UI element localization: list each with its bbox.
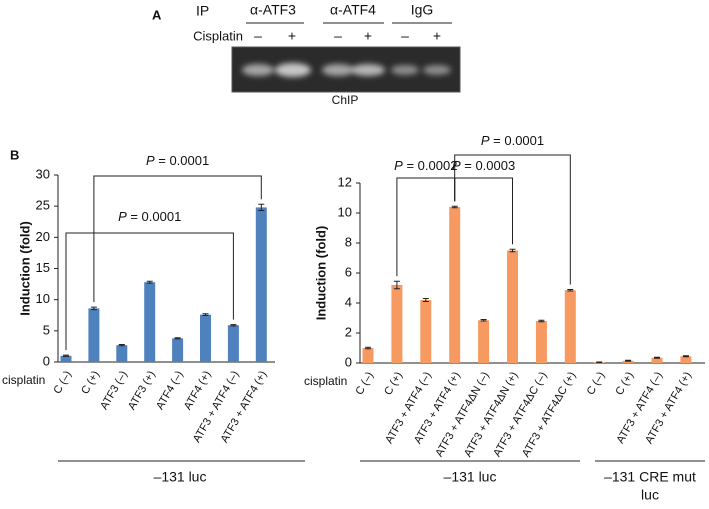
- y-axis-label: Induction (fold): [17, 221, 32, 316]
- x-tick-label: ATF3 + ATF4ΔC (+): [520, 370, 578, 459]
- ip-label: IP: [196, 3, 209, 19]
- bar: [172, 338, 184, 362]
- treatment: –: [401, 28, 409, 44]
- y-tick-label: 5: [43, 322, 50, 337]
- y-axis-label: Induction (fold): [313, 226, 328, 321]
- error-bar: [596, 361, 603, 364]
- y-tick-label: 0: [345, 354, 352, 369]
- x-tick-label: C (–): [51, 369, 74, 396]
- group-label: –131 luc: [154, 469, 207, 485]
- treatment: –: [334, 28, 342, 44]
- error-bar: [365, 346, 371, 350]
- x-tick-label: ATF3 + ATF4ΔC (–): [491, 370, 549, 459]
- error-bar: [654, 356, 660, 359]
- x-tick-label: ATF4 (–): [154, 369, 186, 412]
- bar: [88, 308, 100, 362]
- error-bar: [682, 355, 689, 358]
- bar: [564, 290, 576, 363]
- bar: [680, 356, 692, 363]
- panel-label: A: [152, 7, 162, 22]
- error-bar: [625, 359, 632, 362]
- row-label: cisplatin: [304, 374, 347, 388]
- y-tick-label: 25: [36, 198, 50, 213]
- x-tick-label: C (–): [353, 370, 376, 397]
- error-bar: [393, 280, 400, 290]
- gel-caption: ChIP: [332, 93, 359, 107]
- antibody-label: α-ATF4: [330, 2, 376, 18]
- y-tick-label: 10: [338, 204, 352, 219]
- p-value: P = 0.0003: [452, 158, 515, 173]
- error-bar: [202, 313, 209, 317]
- treatment: +: [288, 28, 296, 44]
- panel-label: B: [10, 147, 19, 162]
- bar: [391, 285, 403, 363]
- x-tick-label: ATF3 + ATF4ΔN (+): [462, 370, 520, 459]
- p-value: P = 0.0002: [394, 158, 457, 173]
- bar: [449, 207, 461, 363]
- error-bar: [567, 289, 574, 292]
- y-tick-label: 2: [345, 324, 352, 339]
- group-label: luc: [641, 487, 659, 503]
- p-value: P = 0.0001: [118, 209, 181, 224]
- error-bar: [174, 337, 181, 340]
- row-label: cisplatin: [2, 373, 45, 387]
- bar: [255, 207, 267, 362]
- error-bar: [63, 354, 69, 357]
- p-value: P = 0.0001: [146, 153, 209, 168]
- x-tick-label: C (+): [79, 369, 102, 396]
- bar: [200, 314, 211, 362]
- error-bar: [90, 306, 97, 311]
- treatment: +: [364, 28, 372, 44]
- bar: [420, 300, 432, 363]
- y-tick-label: 15: [36, 260, 50, 275]
- significance-bracket: [454, 177, 513, 245]
- bar: [60, 355, 72, 362]
- bar: [116, 345, 128, 362]
- error-bar: [258, 203, 265, 212]
- bar: [622, 360, 634, 363]
- treatment: –: [254, 28, 262, 44]
- treatment-label: Cisplatin: [193, 28, 243, 43]
- error-bar: [422, 298, 429, 302]
- y-tick-label: 10: [36, 291, 50, 306]
- significance-bracket: [454, 154, 571, 285]
- significance-bracket: [396, 177, 456, 277]
- significance-bracket: [65, 232, 234, 351]
- y-tick-label: 4: [345, 294, 352, 309]
- bar: [144, 282, 156, 362]
- error-bar: [118, 344, 125, 347]
- y-tick-label: 30: [36, 166, 50, 181]
- bar: [507, 250, 518, 363]
- p-value: P = 0.0001: [481, 133, 544, 148]
- error-bar: [538, 319, 545, 323]
- treatment: +: [433, 28, 441, 44]
- x-tick-label: ATF3 + ATF4ΔN (–): [433, 370, 491, 459]
- bar: [651, 357, 663, 363]
- x-tick-label: C (+): [382, 370, 405, 397]
- bar: [478, 320, 490, 363]
- y-tick-label: 6: [345, 264, 352, 279]
- gel-image: [231, 46, 461, 93]
- y-tick-label: 8: [345, 234, 352, 249]
- error-bar: [146, 280, 153, 284]
- x-tick-label: ATF3 (–): [98, 369, 130, 412]
- significance-bracket: [93, 175, 262, 303]
- bar: [227, 325, 239, 362]
- error-bar: [451, 205, 458, 209]
- group-label: –131 CRE mut: [604, 469, 696, 485]
- y-tick-label: 0: [43, 353, 50, 368]
- x-tick-label: C (–): [585, 370, 608, 397]
- antibody-label: IgG: [411, 2, 434, 18]
- bar: [362, 348, 374, 363]
- error-bar: [480, 319, 487, 322]
- antibody-label: α-ATF3: [250, 2, 296, 18]
- x-tick-label: C (+): [613, 370, 636, 397]
- error-bar: [509, 248, 516, 253]
- group-label: –131 luc: [444, 469, 497, 485]
- y-tick-label: 20: [36, 229, 50, 244]
- bar: [535, 321, 547, 363]
- error-bar: [230, 324, 237, 327]
- y-tick-label: 12: [338, 174, 352, 189]
